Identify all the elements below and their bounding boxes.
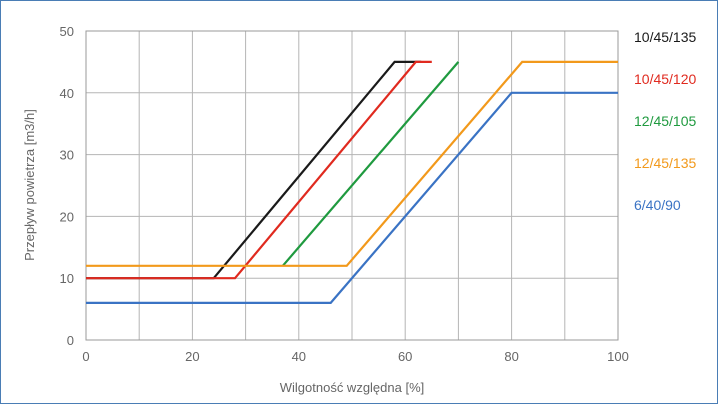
x-tick-label: 40 [292, 349, 306, 364]
series-line-5 [86, 91, 618, 304]
y-tick-label: 40 [60, 86, 74, 101]
y-tick-label: 0 [67, 333, 74, 348]
legend-entry: 10/45/120 [634, 71, 696, 87]
plot-border [85, 30, 619, 341]
y-axis-title: Przepływ powietrza [m3/h] [22, 109, 37, 261]
x-tick-label: 0 [82, 349, 89, 364]
series-lines [86, 60, 618, 304]
x-axis-title: Wilgotność względna [%] [280, 380, 425, 395]
x-tick-label: 100 [607, 349, 629, 364]
y-tick-label: 30 [60, 148, 74, 163]
legend-entry: 12/45/135 [634, 155, 696, 171]
legend-entry: 10/45/135 [634, 29, 696, 45]
x-tick-label: 60 [398, 349, 412, 364]
y-tick-label: 20 [60, 209, 74, 224]
series-line-3 [281, 61, 460, 267]
y-tick-labels: 0 10 20 30 40 50 [60, 24, 74, 348]
y-tick-label: 10 [60, 271, 74, 286]
x-tick-label: 20 [185, 349, 199, 364]
y-tick-label: 50 [60, 24, 74, 39]
x-tick-labels: 0 20 40 60 80 100 [82, 349, 628, 364]
legend-entry: 6/40/90 [634, 197, 681, 213]
legend: 10/45/135 10/45/120 12/45/105 12/45/135 6/40… [634, 29, 696, 213]
series-line-2 [86, 60, 432, 280]
x-tick-label: 80 [504, 349, 518, 364]
legend-entry: 12/45/105 [634, 113, 696, 129]
series-line-4 [86, 60, 618, 267]
